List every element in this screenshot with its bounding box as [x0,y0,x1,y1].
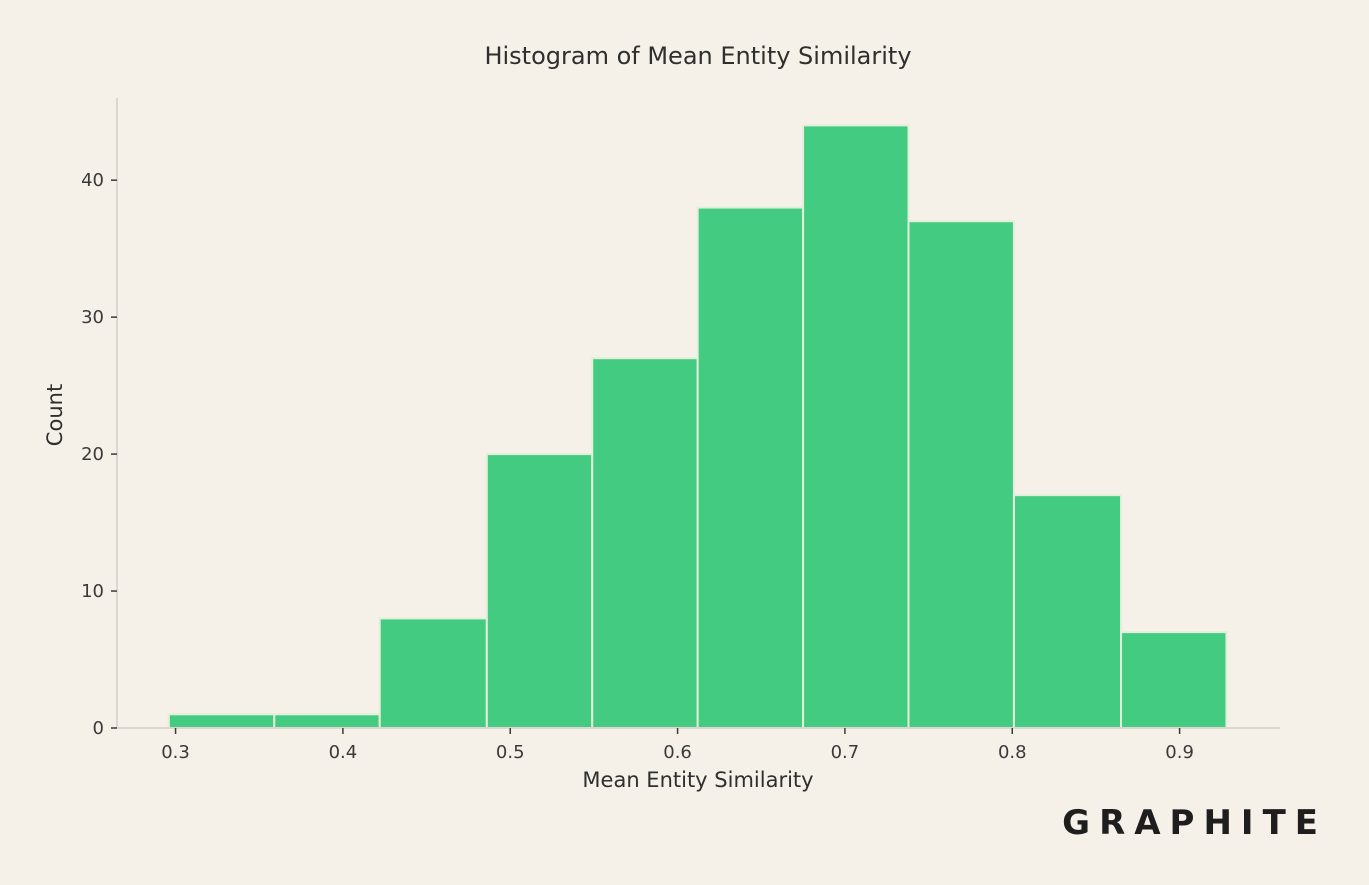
y-tick-label: 30 [81,307,104,328]
histogram-bar [907,220,1015,729]
y-tick-label: 40 [81,170,104,191]
y-tick-label: 20 [81,444,104,465]
y-axis-label: Count [43,384,67,446]
x-tick-label: 0.7 [831,742,860,763]
y-tick-label: 10 [81,581,104,602]
histogram-bar [591,357,699,729]
histogram-bar [1012,494,1123,729]
graphite-logo: GRAPHITE [1062,803,1327,843]
histogram-bar [167,713,276,729]
x-tick-label: 0.9 [1165,742,1194,763]
y-ticks-group: 0 10 20 30 40 [81,170,117,739]
x-tick-label: 0.4 [329,742,358,763]
y-tick-label: 0 [93,718,104,739]
histogram-bar [485,453,594,729]
chart-title: Histogram of Mean Entity Similarity [484,42,911,70]
histogram-bar [802,124,910,730]
histogram-bar [696,206,805,729]
histogram-bar [378,617,488,729]
x-tick-label: 0.3 [161,742,190,763]
bars-group [167,124,1228,730]
histogram-bar [1120,631,1228,729]
x-axis-label: Mean Entity Similarity [582,768,813,792]
x-tick-label: 0.5 [496,742,525,763]
x-tick-label: 0.6 [663,742,692,763]
histogram-bar [273,713,381,729]
x-ticks-group: 0.3 0.4 0.5 0.6 0.7 0.8 0.9 [161,728,1194,763]
x-tick-label: 0.8 [998,742,1027,763]
